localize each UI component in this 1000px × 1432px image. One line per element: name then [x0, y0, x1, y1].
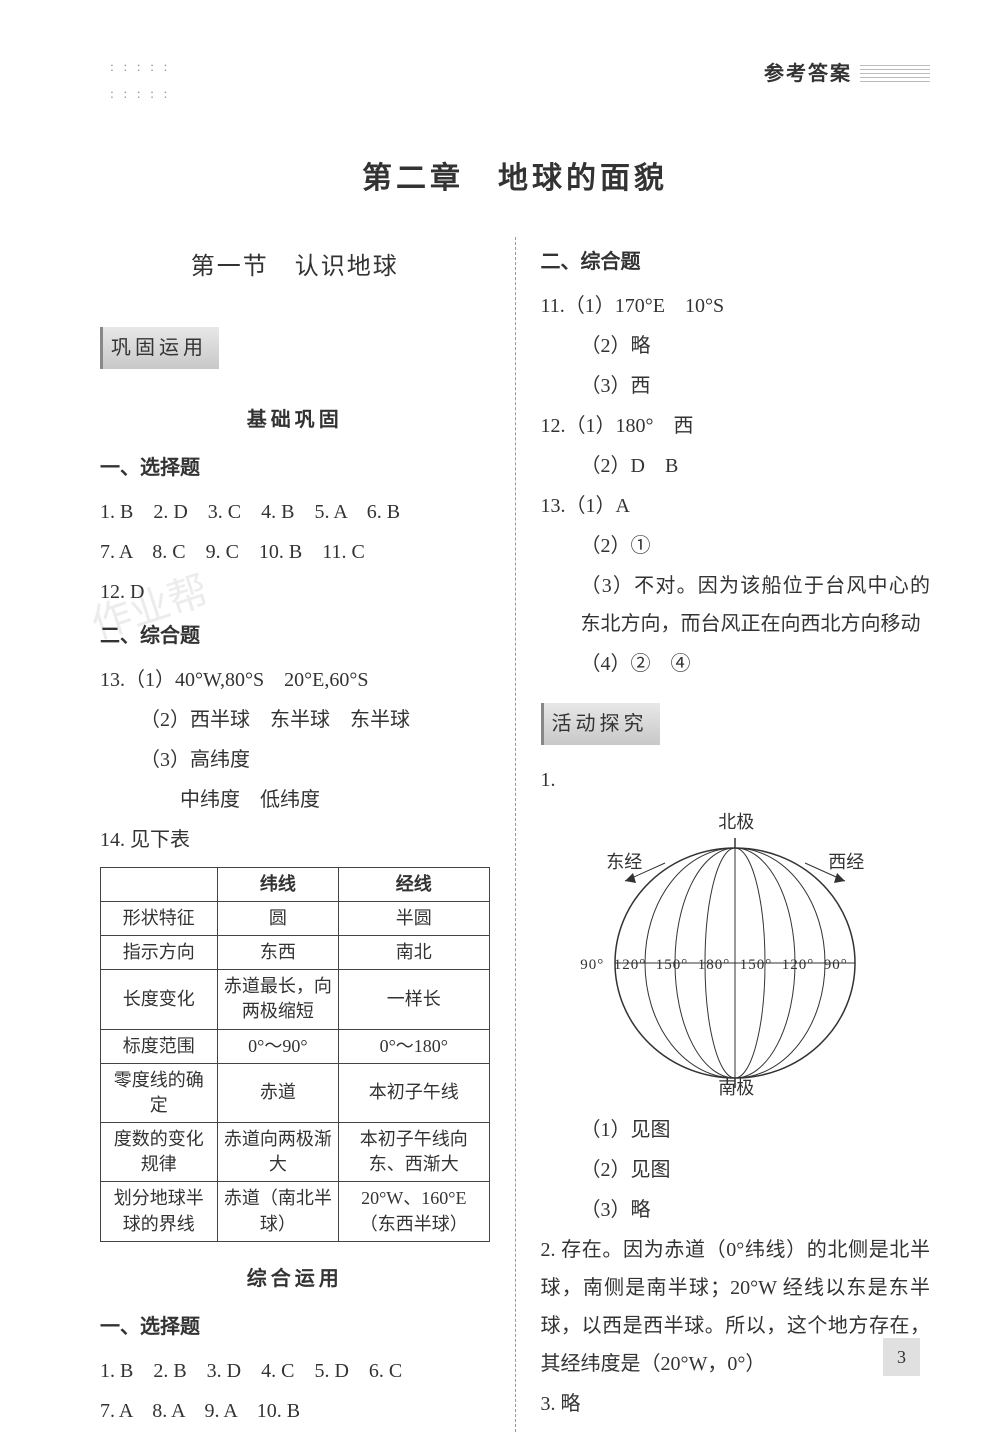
heading-mc: 一、选择题: [100, 449, 490, 487]
table-row: 纬线 经线: [101, 867, 490, 901]
section-title: 第一节 认识地球: [100, 245, 490, 291]
globe-diagram: 北极 南极 东经 西经 90° 120° 150° 180° 150° 120°…: [570, 803, 900, 1103]
mc-row: 1. B 2. D 3. C 4. B 5. A 6. B: [100, 493, 490, 531]
table-row: 长度变化赤道最长，向两极缩短一样长: [101, 970, 490, 1029]
answer-text: （3）高纬度: [100, 741, 490, 779]
heading-syn2: 二、综合题: [541, 243, 931, 281]
globe-label-north: 北极: [718, 805, 754, 839]
heading-mc2: 一、选择题: [100, 1308, 490, 1346]
page-header: 参考答案: [764, 55, 930, 93]
mc-row: 7. A 8. C 9. C 10. B 11. C: [100, 533, 490, 571]
corner-dots: : : : : :: : : : :: [110, 55, 170, 108]
heading-syn: 二、综合题: [100, 617, 490, 655]
left-column: 第一节 认识地球 巩固运用 基础巩固 一、选择题 1. B 2. D 3. C …: [100, 237, 515, 1432]
mc-row: 1. B 2. B 3. D 4. C 5. D 6. C: [100, 1352, 490, 1390]
globe-label-south: 南极: [718, 1071, 754, 1105]
table-row: 度数的变化规律赤道向两极渐大本初子午线向东、西渐大: [101, 1123, 490, 1182]
header-title: 参考答案: [764, 55, 852, 93]
comparison-table: 纬线 经线 形状特征圆半圆 指示方向东西南北 长度变化赤道最长，向两极缩短一样长…: [100, 867, 490, 1242]
answer-text: （2）①: [541, 527, 931, 565]
two-column-layout: 第一节 认识地球 巩固运用 基础巩固 一、选择题 1. B 2. D 3. C …: [100, 237, 930, 1432]
table-header: 纬线: [217, 867, 339, 901]
answer-text: 13.（1）40°W,80°S 20°E,60°S: [100, 661, 490, 699]
subheading-comprehensive: 综合运用: [100, 1260, 490, 1298]
answer-text: 1.: [541, 761, 931, 799]
table-row: 形状特征圆半圆: [101, 901, 490, 935]
answer-text: （2）D B: [541, 447, 931, 485]
mc-row: 7. A 8. A 9. A 10. B: [100, 1392, 490, 1430]
answer-text: 12.（1）180° 西: [541, 407, 931, 445]
table-row: 零度线的确定赤道本初子午线: [101, 1063, 490, 1122]
table-header: [101, 867, 218, 901]
band-activity: 活动探究: [541, 703, 660, 745]
header-lines-icon: [860, 65, 930, 83]
subheading-basic: 基础巩固: [100, 401, 490, 439]
answer-text: 中纬度 低纬度: [100, 781, 490, 819]
table-row: 划分地球半球的界线赤道（南北半球）20°W、160°E（东西半球）: [101, 1182, 490, 1241]
answer-text: （3）略: [541, 1191, 931, 1229]
answer-text: （2）见图: [541, 1151, 931, 1189]
answer-text: 13.（1）A: [541, 487, 931, 525]
page-number: 3: [883, 1338, 920, 1376]
answer-text: （1）见图: [541, 1111, 931, 1149]
answer-text: （3）不对。因为该船位于台风中心的东北方向，而台风正在向西北方向移动: [541, 567, 931, 643]
answer-text: （4）② ④: [541, 645, 931, 683]
globe-label-east: 东经: [606, 845, 642, 879]
table-header: 经线: [339, 867, 489, 901]
answer-text: 2. 存在。因为赤道（0°纬线）的北侧是北半球，南侧是南半球；20°W 经线以东…: [541, 1231, 931, 1383]
right-column: 二、综合题 11.（1）170°E 10°S （2）略 （3）西 12.（1）1…: [516, 237, 931, 1432]
globe-label-west: 西经: [828, 845, 864, 879]
answer-text: 11.（1）170°E 10°S: [541, 287, 931, 325]
globe-ticks: 90° 120° 150° 180° 150° 120° 90°: [580, 951, 848, 980]
mc-row: 12. D: [100, 573, 490, 611]
answer-text: 14. 见下表: [100, 821, 490, 859]
table-row: 指示方向东西南北: [101, 935, 490, 969]
answer-text: （3）西: [541, 367, 931, 405]
answer-text: （2）略: [541, 327, 931, 365]
chapter-title: 第二章 地球的面貌: [100, 150, 930, 207]
table-row: 标度范围0°～90°0°～180°: [101, 1029, 490, 1063]
answer-text: 3. 略: [541, 1385, 931, 1423]
answer-text: （2）西半球 东半球 东半球: [100, 701, 490, 739]
band-consolidate: 巩固运用: [100, 327, 219, 369]
